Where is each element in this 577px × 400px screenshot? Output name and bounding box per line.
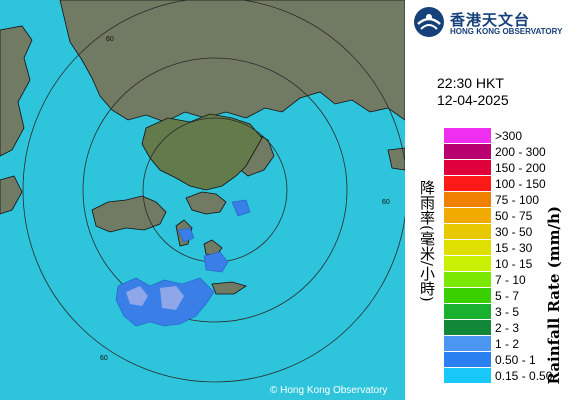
legend-swatch bbox=[444, 272, 491, 288]
hko-emblem-icon bbox=[414, 7, 444, 37]
logo-name-en: HONG KONG OBSERVATORY bbox=[450, 27, 563, 36]
legend-label: 15 - 30 bbox=[495, 241, 533, 255]
legend-swatch bbox=[444, 176, 491, 192]
legend-swatch bbox=[444, 336, 491, 352]
legend-swatch bbox=[444, 288, 491, 304]
lantau-island-land bbox=[91, 195, 167, 233]
hko-logo[interactable]: 香港天文台 HONG KONG OBSERVATORY bbox=[413, 6, 573, 42]
legend-label: 2 - 3 bbox=[495, 321, 520, 335]
west-mainland-land bbox=[0, 25, 33, 157]
range-ring-middle bbox=[82, 57, 348, 323]
rain-echo-small bbox=[231, 199, 251, 217]
far-east-island-land bbox=[387, 147, 405, 171]
rain-echo-small bbox=[203, 251, 229, 273]
legend-swatch bbox=[444, 352, 491, 368]
range-labels: 60 60 60 bbox=[100, 36, 390, 362]
legend-label: 50 - 75 bbox=[495, 209, 533, 223]
legend-label: 75 - 100 bbox=[495, 193, 540, 207]
legend-label: 5 - 7 bbox=[495, 289, 520, 303]
rain-echo-small bbox=[177, 227, 195, 243]
radar-map-svg: 60 60 60 bbox=[0, 0, 405, 383]
legend-label: 100 - 150 bbox=[495, 177, 546, 191]
legend-label: 7 - 10 bbox=[495, 273, 526, 287]
radar-map[interactable]: 60 60 60 © Hong Kong Observatory bbox=[0, 0, 405, 400]
hk-island-land bbox=[185, 191, 227, 215]
legend-swatch bbox=[444, 128, 491, 144]
legend-swatch bbox=[444, 208, 491, 224]
legend-swatch bbox=[444, 304, 491, 320]
legend-title-en: Rainfall Rate (mm/h) bbox=[545, 206, 563, 385]
legend-swatch bbox=[444, 368, 491, 384]
legend-label: 150 - 200 bbox=[495, 161, 546, 175]
legend-label: 0.50 - 1 bbox=[495, 353, 536, 367]
legend-swatch bbox=[444, 192, 491, 208]
legend-label: 0.15 - 0.50 bbox=[495, 369, 553, 383]
legend-label: 1 - 2 bbox=[495, 337, 520, 351]
timestamp-date: 12-04-2025 bbox=[437, 92, 509, 108]
legend-swatch bbox=[444, 160, 491, 176]
range-label-north: 60 bbox=[106, 36, 114, 43]
mainland-land bbox=[59, 0, 405, 123]
legend-swatch bbox=[444, 240, 491, 256]
legend-label: 30 - 50 bbox=[495, 225, 533, 239]
logo-name-cn: 香港天文台 bbox=[450, 12, 531, 29]
west-island-land bbox=[0, 175, 23, 215]
legend-title-cn: 降雨率(毫米/小時) bbox=[418, 180, 436, 302]
legend-label: 200 - 300 bbox=[495, 145, 546, 159]
range-label-east: 60 bbox=[382, 199, 390, 206]
rain-echo-core bbox=[126, 286, 148, 306]
legend-label: 10 - 15 bbox=[495, 257, 533, 271]
legend-swatch bbox=[444, 256, 491, 272]
rain-echoes bbox=[115, 199, 251, 327]
timestamp-time: 22:30 HKT bbox=[437, 75, 504, 91]
range-label-south: 60 bbox=[100, 355, 108, 362]
lemma-islands-land bbox=[211, 281, 247, 295]
legend-label: >300 bbox=[495, 129, 523, 143]
legend-panel: 香港天文台 HONG KONG OBSERVATORY 22:30 HKT 12… bbox=[405, 0, 577, 400]
rain-echo-core bbox=[160, 286, 184, 310]
copyright-text: © Hong Kong Observatory bbox=[270, 385, 388, 396]
range-ring-outer bbox=[22, 0, 405, 383]
legend-label: 3 - 5 bbox=[495, 305, 520, 319]
legend-swatch bbox=[444, 224, 491, 240]
legend-swatch bbox=[444, 144, 491, 160]
new-territories-land bbox=[141, 113, 263, 191]
legend-swatch bbox=[444, 320, 491, 336]
